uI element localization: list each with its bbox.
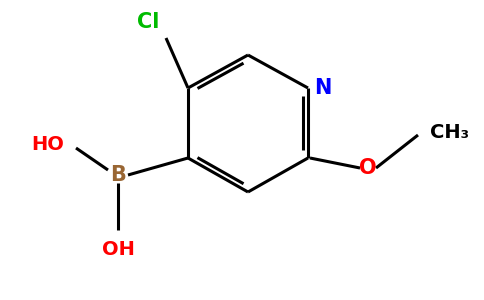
Text: N: N (314, 78, 332, 98)
Text: B: B (110, 165, 126, 185)
Text: HO: HO (31, 136, 64, 154)
Text: CH₃: CH₃ (430, 124, 469, 142)
Text: O: O (359, 158, 377, 178)
Text: Cl: Cl (137, 12, 159, 32)
Text: OH: OH (102, 240, 135, 259)
